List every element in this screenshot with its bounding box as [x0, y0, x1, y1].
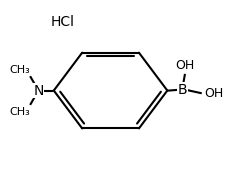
Text: HCl: HCl [50, 15, 74, 29]
Text: OH: OH [174, 58, 194, 71]
Text: CH₃: CH₃ [9, 65, 30, 75]
Text: CH₃: CH₃ [9, 107, 30, 116]
Text: N: N [33, 84, 44, 97]
Text: B: B [177, 83, 187, 97]
Text: OH: OH [204, 87, 223, 100]
